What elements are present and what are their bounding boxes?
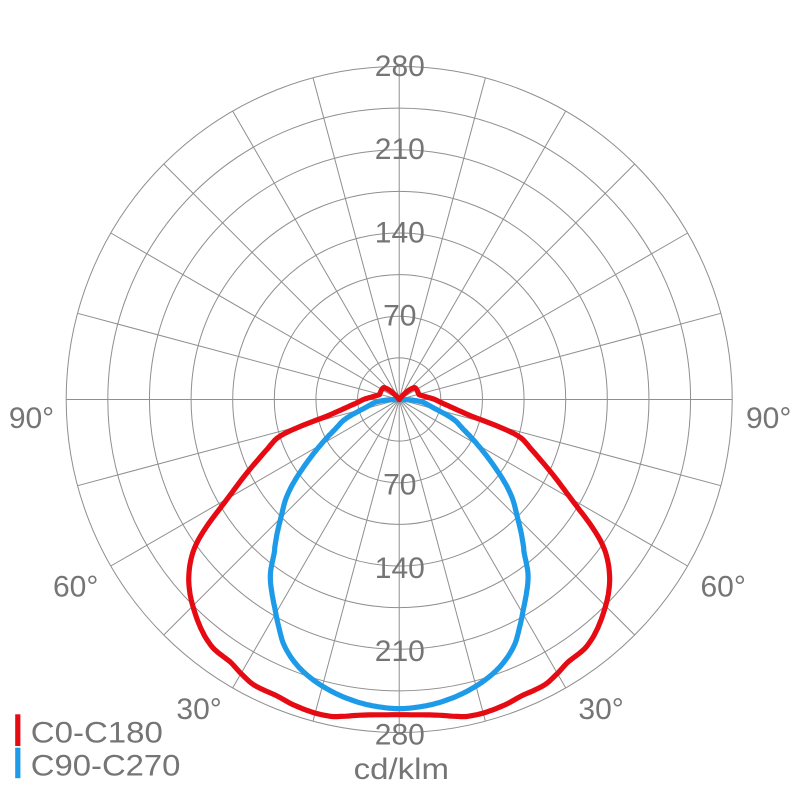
svg-text:280: 280 (375, 718, 425, 751)
svg-text:280: 280 (375, 50, 425, 83)
svg-text:30°: 30° (578, 693, 623, 726)
svg-text:140: 140 (375, 216, 425, 249)
svg-text:C0-C180: C0-C180 (31, 715, 163, 749)
svg-text:60°: 60° (701, 570, 746, 603)
svg-text:C90-C270: C90-C270 (31, 749, 181, 782)
svg-text:70: 70 (383, 300, 416, 333)
svg-text:210: 210 (375, 133, 425, 166)
svg-text:90°: 90° (9, 402, 54, 435)
svg-text:210: 210 (375, 635, 425, 668)
svg-text:90°: 90° (746, 402, 791, 435)
svg-text:cd/klm: cd/klm (354, 751, 449, 785)
svg-text:140: 140 (375, 552, 425, 585)
svg-text:30°: 30° (176, 693, 221, 726)
svg-text:60°: 60° (53, 570, 98, 603)
svg-text:70: 70 (383, 469, 416, 502)
